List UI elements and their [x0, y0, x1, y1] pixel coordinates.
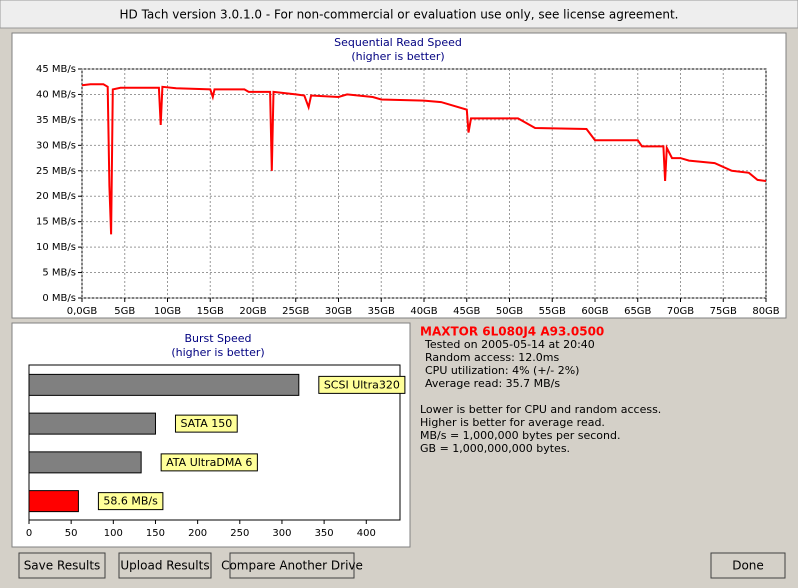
- y-tick-label: 40 MB/s: [36, 89, 76, 100]
- button[interactable]: Done: [710, 552, 786, 579]
- x-tick-label: 65GB: [624, 306, 651, 317]
- x-tick-label: 0,0GB: [67, 306, 98, 317]
- x-tick-label: 30GB: [325, 306, 352, 317]
- button[interactable]: Upload Results: [118, 552, 212, 579]
- drive-detail: Tested on 2005-05-14 at 20:40: [424, 338, 595, 351]
- button[interactable]: Compare Another Drive: [221, 552, 363, 579]
- x-tick-label: 25GB: [282, 306, 309, 317]
- x-tick-label: 70GB: [667, 306, 694, 317]
- button[interactable]: Save Results: [18, 552, 106, 579]
- plot-area: [81, 68, 767, 299]
- drive-detail: Average read: 35.7 MB/s: [425, 377, 560, 390]
- bar-label: SATA 150: [180, 417, 232, 430]
- button-label: Done: [732, 559, 764, 573]
- bar: [28, 490, 79, 513]
- title-bar: [0, 0, 798, 29]
- bar: [28, 412, 156, 435]
- y-tick-label: 0 MB/s: [42, 293, 76, 304]
- x-tick-label: 350: [315, 528, 334, 539]
- x-tick-label: 60GB: [581, 306, 608, 317]
- x-tick-label: 100: [104, 528, 123, 539]
- window-title: HD Tach version 3.0.1.0 - For non-commer…: [120, 8, 679, 22]
- y-tick-label: 45 MB/s: [36, 64, 76, 75]
- bar: [28, 451, 142, 474]
- y-tick-label: 10 MB/s: [36, 242, 76, 253]
- x-tick-label: 35GB: [368, 306, 395, 317]
- label-box: [318, 375, 406, 394]
- y-tick-label: 5 MB/s: [42, 268, 76, 279]
- x-tick-label: 55GB: [539, 306, 566, 317]
- x-tick-label: 250: [230, 528, 249, 539]
- read-line: [81, 83, 767, 235]
- label-box: [160, 453, 258, 472]
- button-label: Compare Another Drive: [221, 559, 363, 573]
- button-label: Save Results: [24, 559, 101, 573]
- note: MB/s = 1,000,000 bytes per second.: [420, 429, 620, 442]
- x-tick-label: 10GB: [154, 306, 181, 317]
- x-tick-label: 40GB: [410, 306, 437, 317]
- note: Higher is better for average read.: [420, 416, 605, 429]
- bar: [28, 373, 300, 396]
- x-tick-label: 150: [146, 528, 165, 539]
- button-face: [229, 552, 355, 579]
- x-tick-label: 300: [272, 528, 291, 539]
- label-box: [97, 492, 164, 511]
- y-tick-label: 15 MB/s: [36, 217, 76, 228]
- x-tick-label: 45GB: [453, 306, 480, 317]
- x-tick-label: 50: [65, 528, 78, 539]
- note: GB = 1,000,000,000 bytes.: [420, 442, 570, 455]
- drive-detail: Random access: 12.0ms: [425, 351, 560, 364]
- chart-subtitle: (higher is better): [171, 346, 264, 359]
- x-tick-label: 15GB: [197, 306, 224, 317]
- value-label: 58.6 MB/s: [103, 495, 158, 508]
- y-tick-label: 35 MB/s: [36, 115, 76, 126]
- y-tick-label: 20 MB/s: [36, 191, 76, 202]
- chart-title: Sequential Read Speed: [334, 36, 462, 49]
- x-tick-label: 20GB: [239, 306, 266, 317]
- x-tick-label: 5GB: [114, 306, 135, 317]
- drive-detail: CPU utilization: 4% (+/- 2%): [425, 364, 579, 377]
- bar-label: ATA UltraDMA 6: [166, 456, 252, 469]
- button-label: Upload Results: [120, 559, 209, 573]
- x-tick-label: 400: [357, 528, 376, 539]
- note: Lower is better for CPU and random acces…: [420, 403, 661, 416]
- button-face: [118, 552, 212, 579]
- chart-title: Burst Speed: [184, 332, 251, 345]
- x-tick-label: 50GB: [496, 306, 523, 317]
- x-tick-label: 80GB: [752, 306, 779, 317]
- x-tick-label: 75GB: [710, 306, 737, 317]
- x-tick-label: 0: [26, 528, 32, 539]
- label-box: [174, 414, 238, 433]
- y-tick-label: 25 MB/s: [36, 166, 76, 177]
- bar-label: SCSI Ultra320: [324, 378, 400, 391]
- button-face: [18, 552, 106, 579]
- drive-name: MAXTOR 6L080J4 A93.0500: [420, 325, 604, 339]
- y-tick-label: 30 MB/s: [36, 140, 76, 151]
- x-tick-label: 200: [188, 528, 207, 539]
- button-face: [710, 552, 786, 579]
- chart-subtitle: (higher is better): [351, 50, 444, 63]
